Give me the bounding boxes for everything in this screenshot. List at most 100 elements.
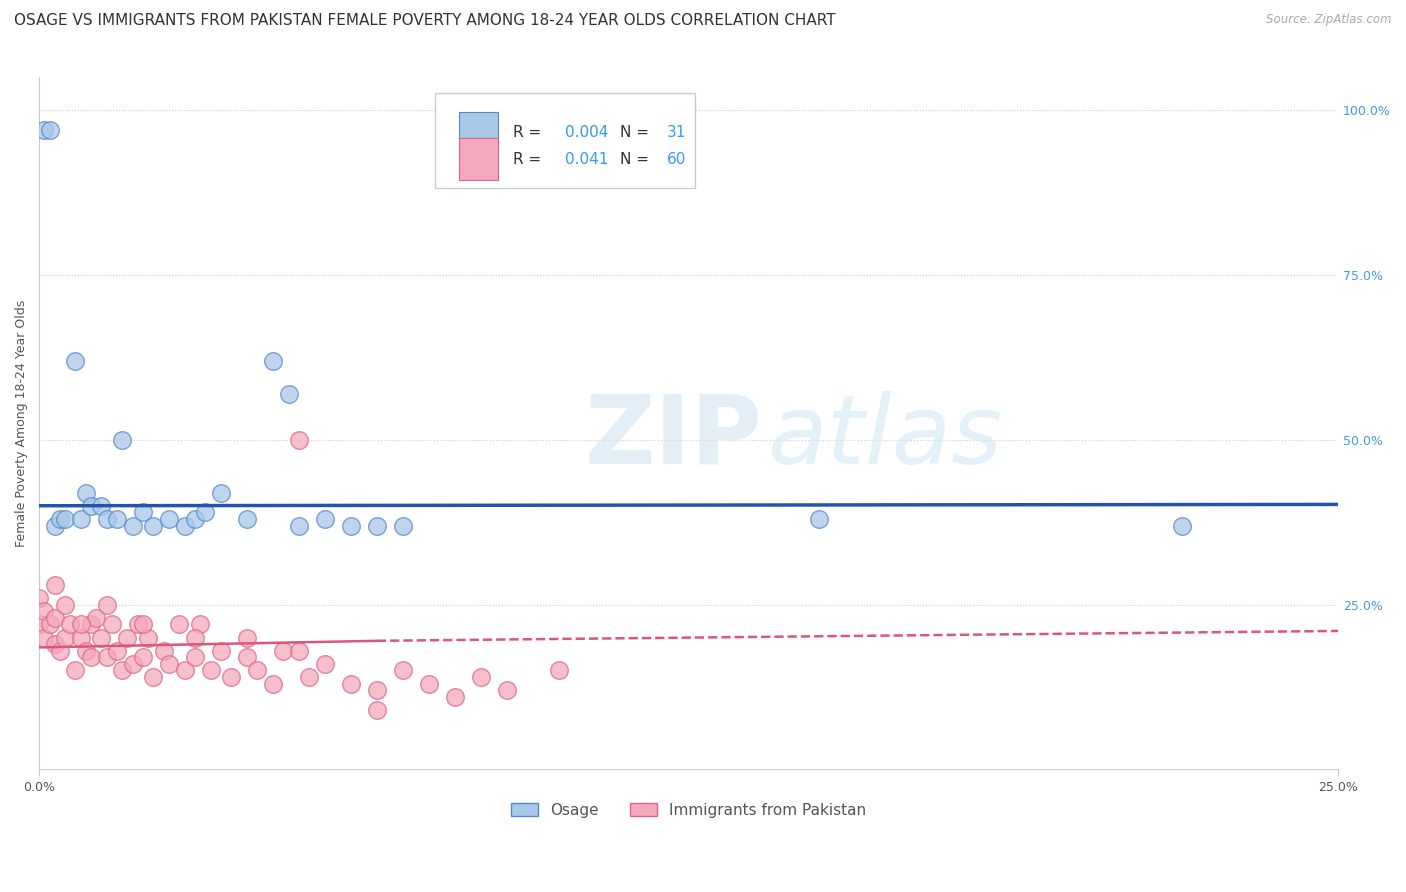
Point (392, 518, 415, 533)
Point (221, 670, 243, 684)
Point (44, 611, 66, 625)
Point (200, 664, 222, 678)
Legend: Osage, Immigrants from Pakistan: Osage, Immigrants from Pakistan (505, 797, 873, 824)
Point (184, 650, 207, 665)
Point (75, 643, 97, 657)
Point (1171, 518, 1194, 533)
Point (111, 664, 134, 678)
Point (136, 631, 159, 645)
Point (298, 670, 321, 684)
Text: OSAGE VS IMMIGRANTS FROM PAKISTAN FEMALE POVERTY AMONG 18-24 YEAR OLDS CORRELATI: OSAGE VS IMMIGRANTS FROM PAKISTAN FEMALE… (14, 13, 835, 29)
Point (236, 631, 259, 645)
Point (34, 604, 56, 618)
Point (69, 512, 91, 526)
Point (96, 650, 118, 665)
Point (340, 676, 363, 690)
Point (184, 512, 207, 526)
Text: 0.041: 0.041 (565, 152, 609, 167)
Point (132, 505, 155, 519)
Point (127, 617, 149, 632)
Point (209, 643, 232, 657)
Text: R =: R = (513, 125, 547, 140)
Point (111, 433, 134, 447)
Point (173, 518, 195, 533)
Point (366, 703, 388, 717)
Point (69, 617, 91, 632)
Point (69, 631, 91, 645)
Point (340, 518, 363, 533)
Point (142, 518, 165, 533)
Point (246, 664, 269, 678)
Text: atlas: atlas (766, 391, 1001, 483)
Point (90, 631, 112, 645)
Point (236, 512, 259, 526)
Point (34, 631, 56, 645)
Point (49, 512, 72, 526)
Point (49, 643, 72, 657)
Point (75, 485, 97, 500)
Point (53, 598, 76, 612)
Point (105, 512, 128, 526)
Point (470, 670, 492, 684)
Point (84, 611, 107, 625)
Point (65, 353, 87, 368)
Point (418, 676, 440, 690)
Point (209, 485, 232, 500)
Point (194, 505, 217, 519)
Point (366, 683, 388, 698)
Text: Source: ZipAtlas.com: Source: ZipAtlas.com (1267, 13, 1392, 27)
Text: 60: 60 (666, 152, 686, 167)
Point (28, 591, 51, 605)
Text: N =: N = (620, 125, 654, 140)
Point (184, 631, 207, 645)
Point (288, 643, 311, 657)
Text: 0.004: 0.004 (565, 125, 609, 140)
Point (273, 643, 295, 657)
Text: 31: 31 (666, 125, 686, 140)
Point (132, 617, 155, 632)
Point (547, 664, 569, 678)
Point (277, 386, 299, 401)
Point (392, 664, 415, 678)
Point (173, 664, 195, 678)
Point (262, 353, 284, 368)
Point (65, 664, 87, 678)
Point (117, 631, 139, 645)
Point (157, 512, 180, 526)
Point (142, 670, 165, 684)
FancyBboxPatch shape (458, 138, 498, 180)
Point (80, 650, 103, 665)
Point (28, 617, 51, 632)
Point (169, 617, 191, 632)
Point (443, 690, 465, 704)
Point (59, 617, 82, 632)
Point (105, 643, 128, 657)
Point (90, 499, 112, 513)
Point (80, 617, 103, 632)
Point (288, 518, 311, 533)
Point (288, 433, 311, 447)
Point (38, 617, 60, 632)
Point (96, 512, 118, 526)
Point (366, 518, 388, 533)
Point (44, 637, 66, 651)
Point (807, 512, 830, 526)
Y-axis label: Female Poverty Among 18-24 Year Olds: Female Poverty Among 18-24 Year Olds (15, 300, 28, 547)
Point (101, 617, 124, 632)
Text: N =: N = (620, 152, 654, 167)
Point (121, 657, 143, 671)
Point (262, 676, 284, 690)
Point (121, 518, 143, 533)
Point (44, 518, 66, 533)
Point (80, 499, 103, 513)
Point (314, 657, 336, 671)
Point (157, 657, 180, 671)
FancyBboxPatch shape (458, 112, 498, 153)
FancyBboxPatch shape (436, 93, 695, 188)
Point (236, 650, 259, 665)
Point (188, 617, 211, 632)
Text: R =: R = (513, 152, 547, 167)
Point (153, 643, 176, 657)
Point (132, 650, 155, 665)
Point (34, 123, 56, 137)
